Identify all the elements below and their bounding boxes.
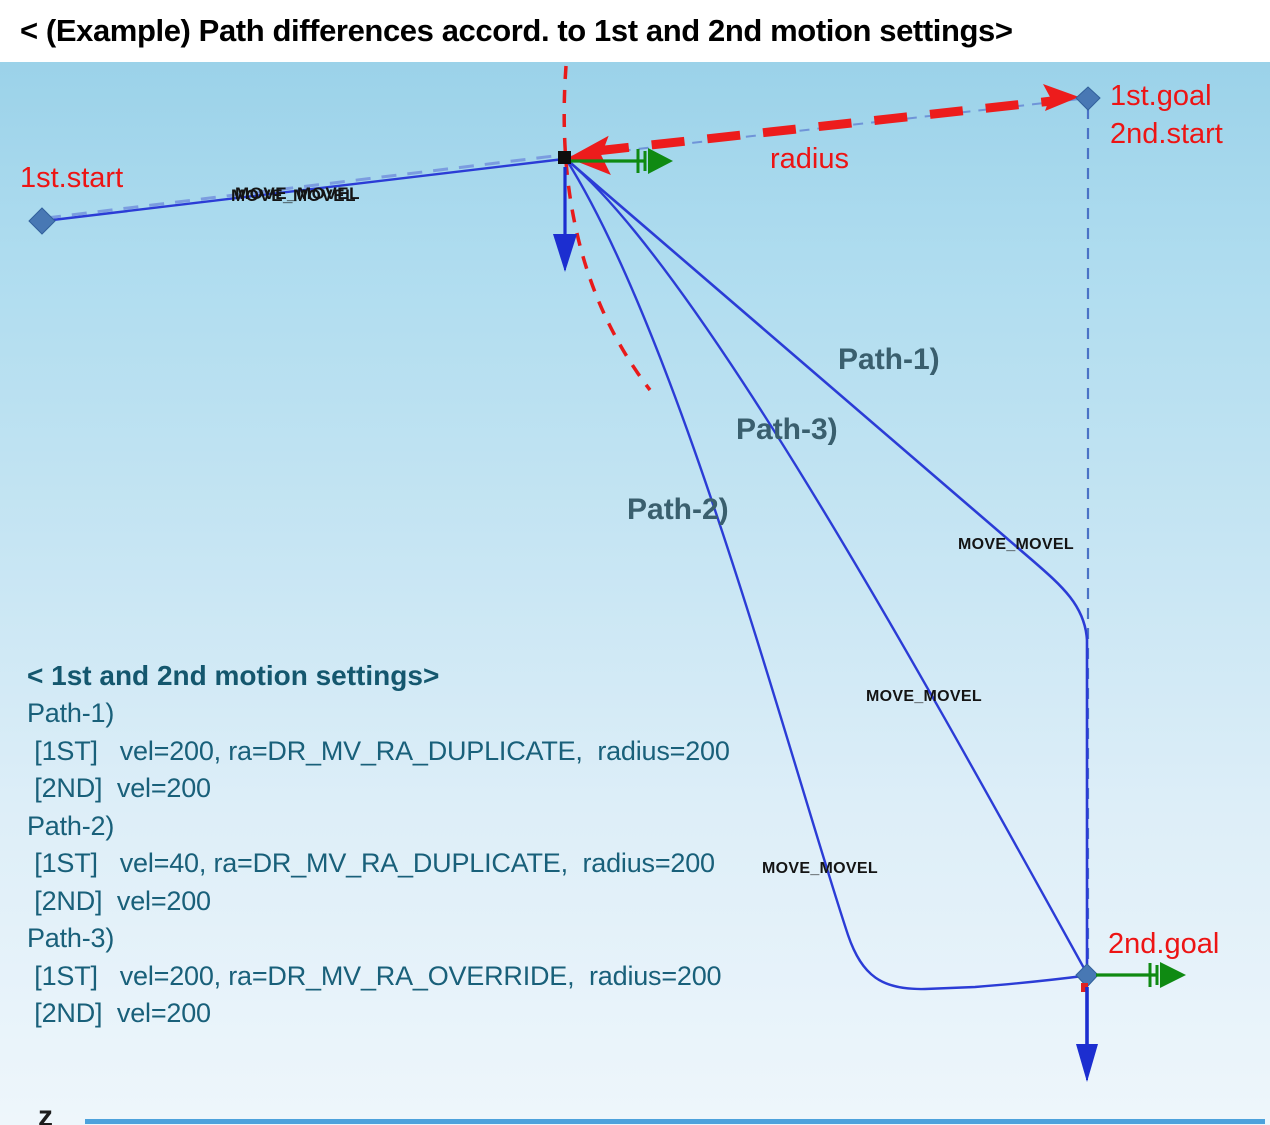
path-2-line xyxy=(564,158,1084,991)
radius-label: radius xyxy=(770,143,849,175)
settings-line: [1ST] vel=200, ra=DR_MV_RA_OVERRIDE, rad… xyxy=(27,960,722,991)
second-goal-red-tick xyxy=(1081,983,1088,992)
settings-heading: < 1st and 2nd motion settings> xyxy=(27,660,440,691)
settings-line: [2ND] vel=200 xyxy=(27,885,211,916)
move-movel-label-start-echo: MOVE_MOVEL xyxy=(231,186,356,205)
first-motion-dashes xyxy=(45,153,563,220)
world-axis-line xyxy=(85,1119,1265,1124)
second-goal-label: 2nd.goal xyxy=(1108,928,1219,960)
title-bar: < (Example) Path differences accord. to … xyxy=(0,0,1270,62)
first-motion-line xyxy=(43,157,565,223)
path-2-tag: Path-2) xyxy=(627,493,729,526)
via-point-marker xyxy=(558,151,571,164)
motion-settings-panel: < 1st and 2nd motion settings> Path-1) [… xyxy=(27,657,730,1033)
radius-arrowhead-left-icon xyxy=(568,135,611,176)
settings-line: Path-2) xyxy=(27,810,115,841)
settings-line: [2ND] vel=200 xyxy=(27,773,211,803)
simulation-viewport: 1st.start 1st.goal 2nd.start radius 2nd.… xyxy=(0,62,1270,1125)
world-z-axis-label: z xyxy=(38,1100,53,1125)
goal-x-axis-arrowhead-icon xyxy=(1160,962,1186,988)
move-movel-label-path2: MOVE_MOVEL xyxy=(762,860,878,877)
first-goal-marker xyxy=(1075,86,1101,111)
settings-line: Path-3) xyxy=(27,923,115,953)
move-movel-label-path3: MOVE_MOVEL xyxy=(866,688,982,705)
move-movel-label-start: MOVE_MOVEL xyxy=(235,184,360,203)
via-x-axis-arrowhead-icon xyxy=(648,148,673,174)
settings-line: Path-1) xyxy=(27,698,115,728)
settings-line: [2ND] vel=200 xyxy=(27,998,211,1028)
radius-arrowhead-right-icon xyxy=(1043,84,1079,111)
first-goal-label: 1st.goal xyxy=(1110,80,1212,112)
radius-arc xyxy=(562,65,652,392)
move-movel-label-path1: MOVE_MOVEL xyxy=(958,536,1074,553)
path-1-line xyxy=(565,158,1089,970)
page-title: < (Example) Path differences accord. to … xyxy=(20,13,1013,48)
settings-line: [1ST] vel=200, ra=DR_MV_RA_DUPLICATE, ra… xyxy=(27,735,730,766)
second-start-label: 2nd.start xyxy=(1110,118,1223,150)
settings-line: [1ST] vel=40, ra=DR_MV_RA_DUPLICATE, rad… xyxy=(27,848,715,878)
path-3-tag: Path-3) xyxy=(736,413,838,446)
path-diagram: 1st.start 1st.goal 2nd.start radius 2nd.… xyxy=(20,65,1223,1082)
radius-arrow-line xyxy=(595,96,1053,156)
path-1-tag: Path-1) xyxy=(838,343,940,376)
first-start-marker xyxy=(28,207,56,235)
first-start-label: 1st.start xyxy=(20,162,123,194)
path-3-line xyxy=(566,159,1087,971)
